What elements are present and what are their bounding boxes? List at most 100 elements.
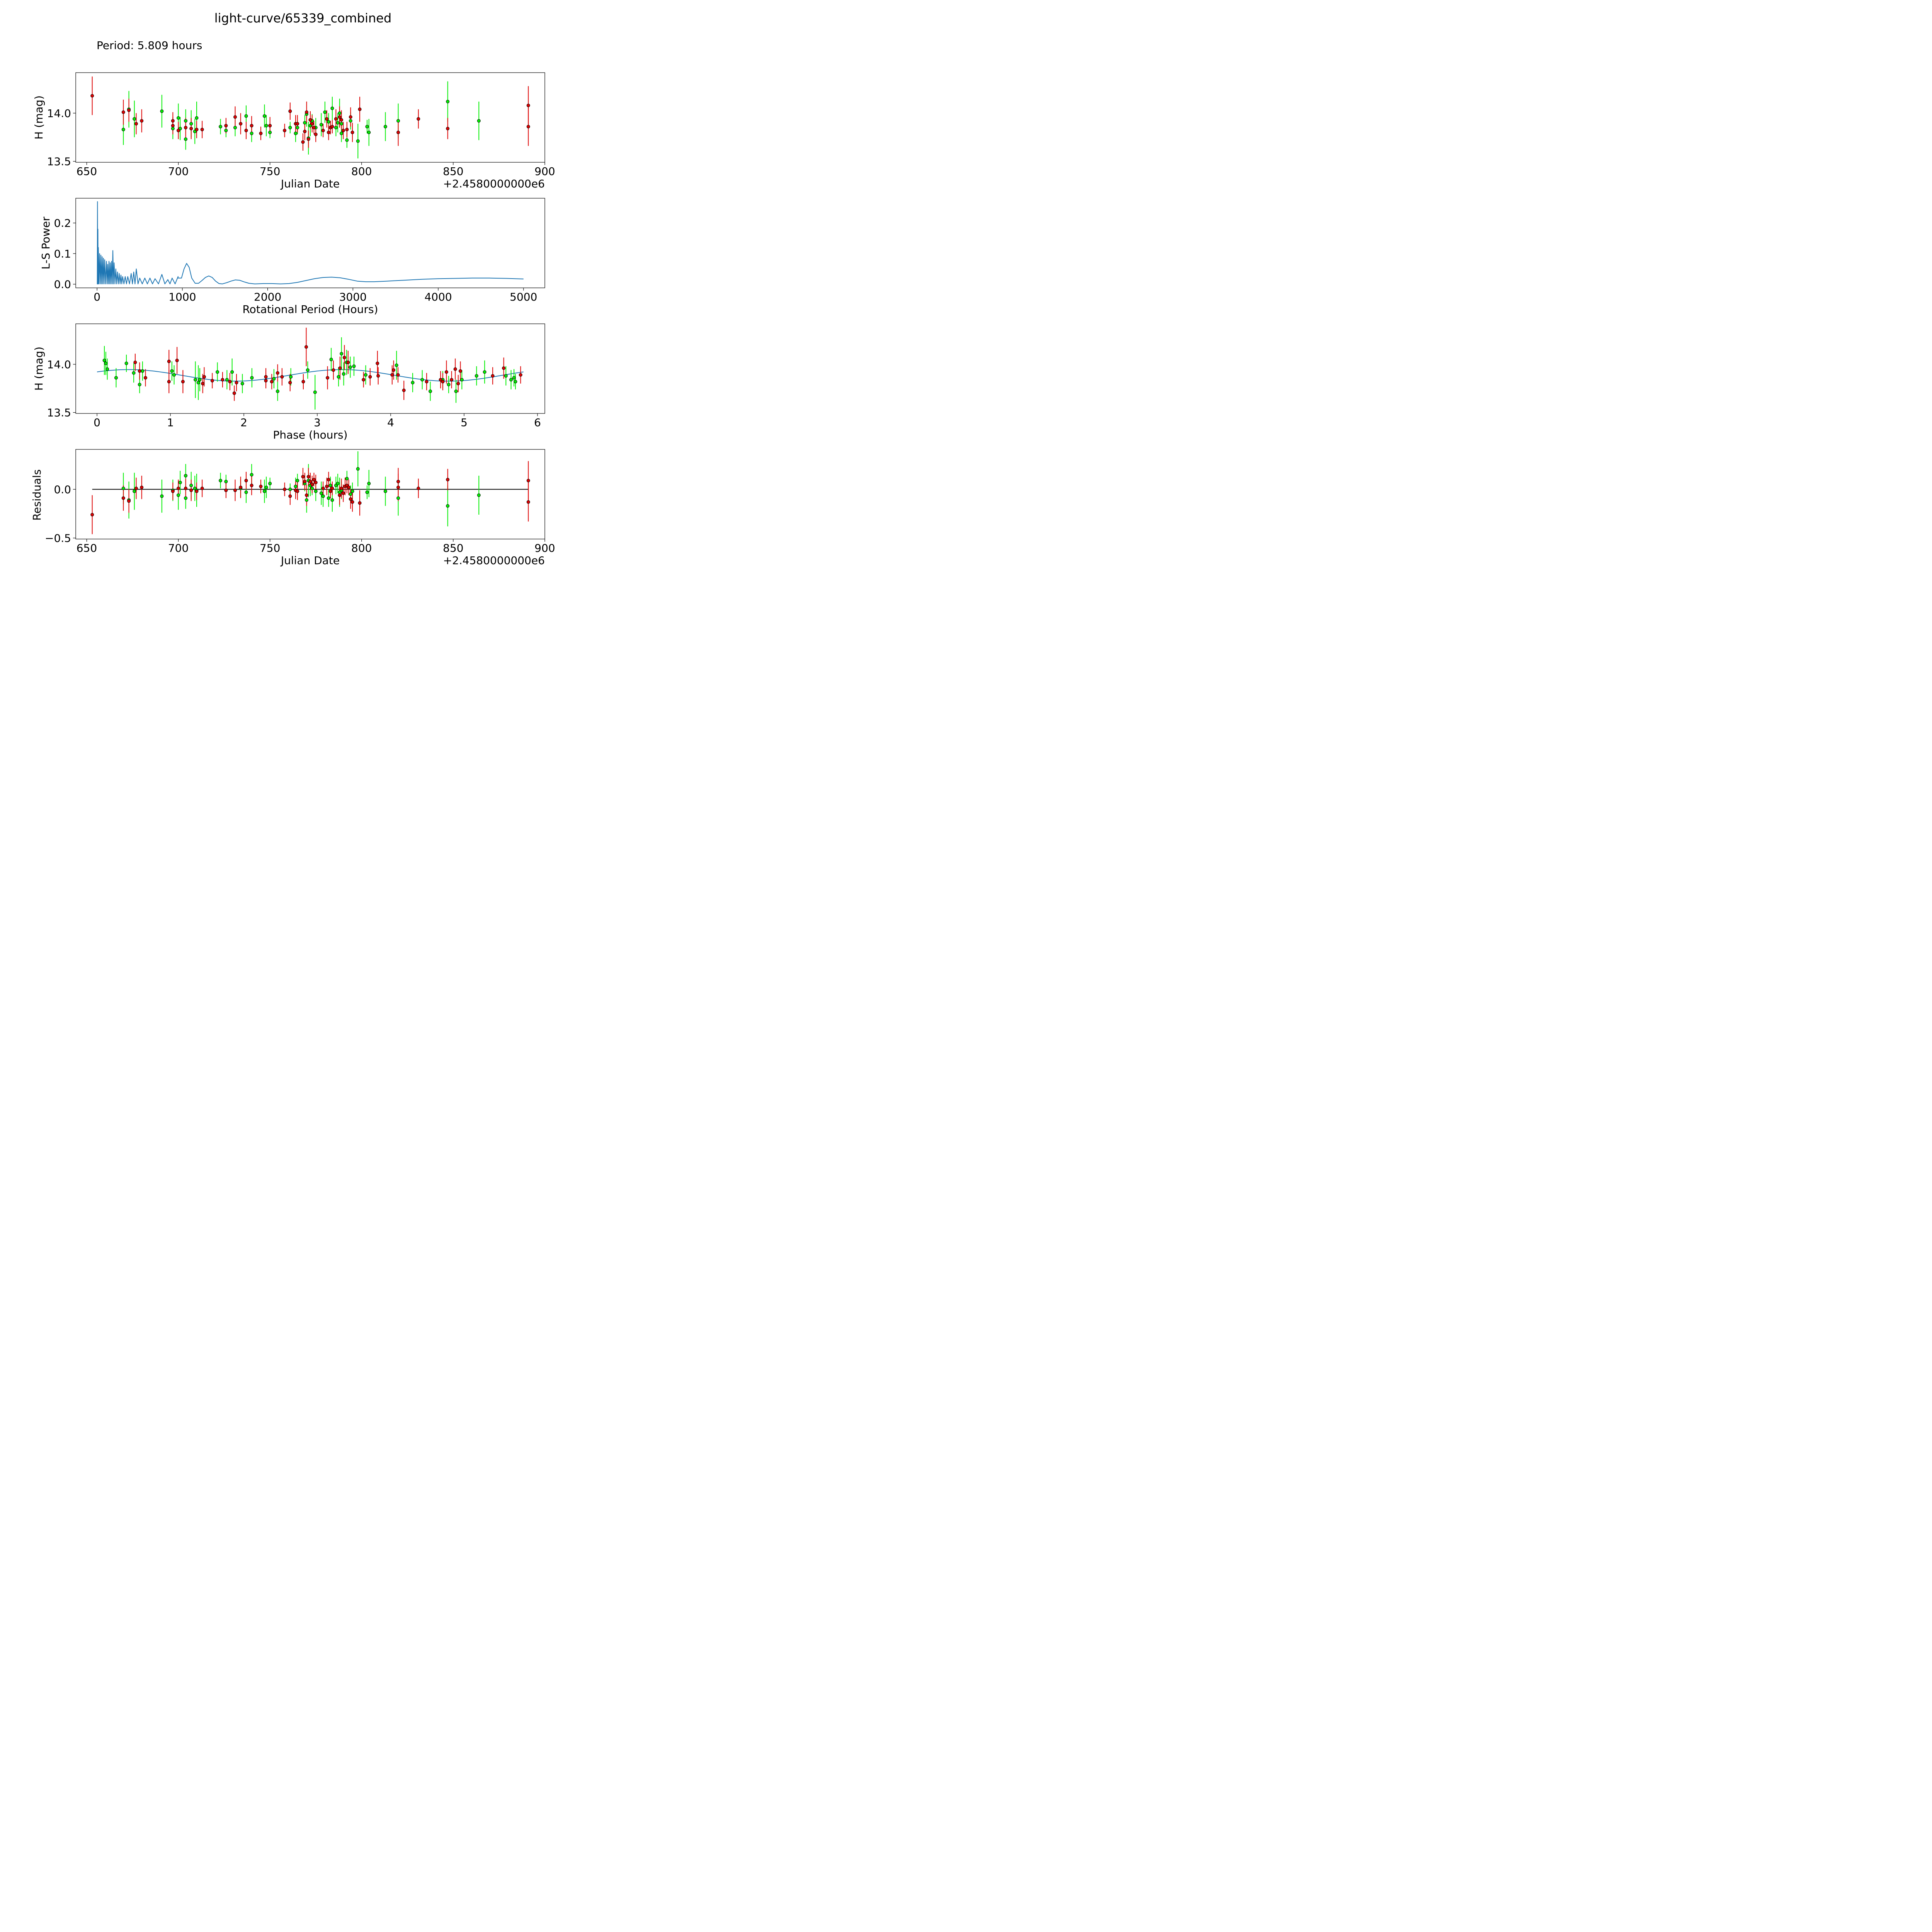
green-data-point — [288, 487, 292, 491]
green-data-point — [141, 369, 145, 373]
green-data-point — [184, 137, 188, 141]
green-data-point — [512, 376, 516, 380]
green-data-point — [160, 494, 164, 498]
x-tick-label: 700 — [168, 542, 189, 554]
green-data-point — [349, 492, 352, 496]
red-data-point — [338, 493, 342, 497]
green-data-point — [289, 375, 293, 379]
red-data-point — [341, 491, 345, 495]
green-data-point — [244, 490, 248, 494]
green-data-point — [327, 120, 330, 124]
green-data-point — [345, 477, 349, 481]
green-data-point — [334, 126, 338, 129]
green-data-point — [268, 131, 272, 134]
residuals-frame — [75, 449, 545, 539]
red-data-point — [358, 501, 362, 505]
green-data-point — [509, 378, 513, 382]
green-data-point — [264, 124, 268, 128]
red-data-point — [340, 486, 344, 490]
red-data-point — [171, 119, 175, 123]
red-data-point — [312, 478, 316, 481]
red-data-point — [259, 131, 263, 135]
red-data-point — [171, 124, 175, 128]
green-data-point — [420, 378, 424, 382]
x-tick-label: 4 — [387, 416, 394, 429]
red-data-point — [304, 345, 308, 349]
green-data-point — [296, 126, 299, 129]
red-data-point — [450, 378, 454, 382]
red-data-point — [189, 488, 193, 492]
green-data-point — [336, 121, 340, 125]
green-data-point — [364, 373, 367, 377]
red-data-point — [228, 380, 232, 384]
red-data-point — [390, 373, 394, 377]
green-data-point — [337, 375, 340, 379]
red-data-point — [134, 122, 138, 126]
green-data-point — [184, 119, 188, 123]
light-curve-panel: 650 700 750 800 850 900 13.5 14.0 Julian Date H… — [32, 72, 555, 190]
red-data-point — [127, 108, 131, 112]
red-data-point — [221, 378, 224, 382]
green-data-point — [411, 381, 415, 384]
green-data-point — [330, 106, 334, 110]
red-data-point — [456, 382, 460, 386]
red-data-point — [350, 500, 354, 504]
x-tick-label: 2000 — [254, 291, 281, 303]
red-data-point — [90, 94, 94, 98]
red-data-point — [402, 388, 406, 392]
red-data-point — [121, 496, 125, 500]
red-data-point — [328, 489, 332, 493]
green-data-point — [504, 374, 508, 378]
residuals-ylabel: Residuals — [31, 469, 43, 521]
red-data-point — [349, 115, 352, 119]
red-data-point — [232, 391, 236, 395]
red-data-point — [327, 478, 330, 481]
green-data-point — [262, 114, 266, 118]
red-data-point — [283, 129, 287, 133]
red-data-point — [362, 378, 366, 382]
red-data-point — [177, 486, 180, 490]
periodogram-xlabel: Rotational Period (Hours) — [242, 303, 378, 316]
x-tick-label: 5000 — [510, 291, 537, 303]
green-data-point — [196, 381, 200, 384]
x-tick-label: 0 — [94, 291, 100, 303]
green-data-point — [460, 378, 464, 382]
red-data-point — [127, 499, 131, 503]
red-data-point — [239, 122, 243, 126]
green-data-point — [272, 377, 276, 381]
green-data-point — [132, 371, 136, 375]
red-data-point — [235, 381, 238, 384]
red-data-point — [321, 129, 325, 133]
light-curve-plot-area — [90, 76, 530, 159]
periodogram-line — [97, 201, 524, 285]
green-data-point — [124, 361, 128, 365]
green-data-point — [352, 364, 356, 368]
red-data-point — [250, 483, 253, 487]
green-data-point — [233, 126, 237, 129]
red-data-point — [171, 489, 175, 493]
red-data-point — [233, 115, 237, 119]
red-data-point — [368, 375, 372, 379]
periodogram-ylabel: L-S Power — [39, 216, 52, 269]
red-data-point — [280, 375, 284, 379]
red-data-point — [519, 373, 522, 377]
red-data-point — [310, 483, 314, 486]
y-tick-label: 0.0 — [54, 483, 71, 496]
green-data-point — [104, 361, 108, 365]
red-data-point — [296, 489, 299, 493]
red-data-point — [167, 359, 171, 363]
red-data-point — [143, 376, 147, 380]
green-data-point — [114, 376, 118, 380]
green-data-point — [454, 389, 458, 393]
red-data-point — [239, 485, 243, 489]
green-data-point — [314, 489, 318, 493]
red-data-point — [288, 381, 292, 384]
red-data-point — [200, 128, 204, 131]
red-data-point — [376, 361, 379, 365]
red-data-point — [184, 126, 188, 129]
green-data-point — [383, 489, 387, 493]
green-data-point — [294, 485, 298, 488]
red-data-point — [341, 129, 345, 133]
red-data-point — [326, 376, 330, 380]
red-data-point — [301, 140, 305, 144]
